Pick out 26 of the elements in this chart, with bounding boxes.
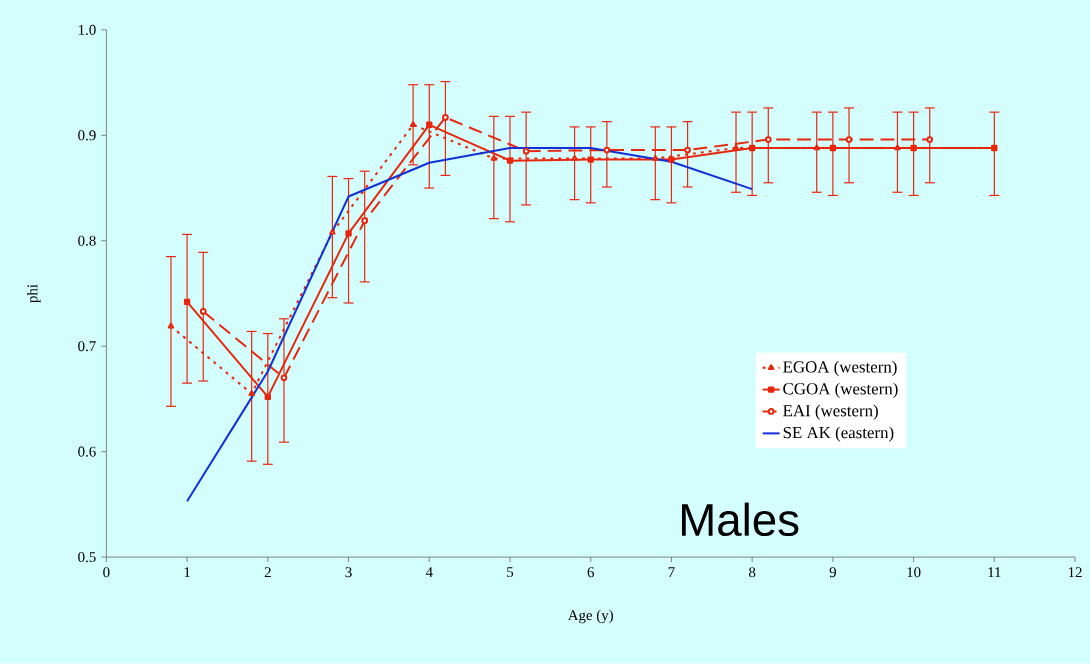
x-tick-label: 5 bbox=[507, 567, 514, 578]
y-tick-label: 0.9 bbox=[78, 130, 96, 141]
legend-label: EGOA (western) bbox=[783, 360, 897, 377]
x-tick-label: 6 bbox=[587, 567, 594, 578]
x-tick-label: 9 bbox=[829, 567, 836, 578]
legend-label: CGOA (western) bbox=[783, 382, 898, 399]
x-tick-label: 2 bbox=[264, 567, 271, 578]
y-tick-label: 0.7 bbox=[78, 341, 96, 352]
x-tick-label: 12 bbox=[1068, 567, 1082, 578]
y-axis-title: phi bbox=[26, 284, 41, 303]
annotation: Males bbox=[681, 502, 799, 537]
x-tick-label: 1 bbox=[184, 567, 190, 578]
x-tick-label: 8 bbox=[749, 567, 756, 578]
x-tick-label: 11 bbox=[988, 567, 1001, 578]
x-tick-label: 0 bbox=[103, 567, 110, 578]
y-tick-label: 0.5 bbox=[78, 552, 96, 563]
y-tick-label: 1.0 bbox=[78, 24, 96, 36]
x-axis-title: Age (y) bbox=[567, 609, 613, 624]
y-tick-label: 0.6 bbox=[78, 446, 96, 457]
x-tick-label: 3 bbox=[345, 567, 352, 578]
x-tick-label: 10 bbox=[907, 567, 921, 578]
legend-label: SE AK (eastern) bbox=[783, 426, 894, 442]
y-tick-label: 0.8 bbox=[78, 235, 96, 246]
x-tick-label: 4 bbox=[425, 567, 433, 578]
x-tick-label: 7 bbox=[668, 567, 675, 578]
legend-label: EAI (western) bbox=[783, 404, 878, 420]
